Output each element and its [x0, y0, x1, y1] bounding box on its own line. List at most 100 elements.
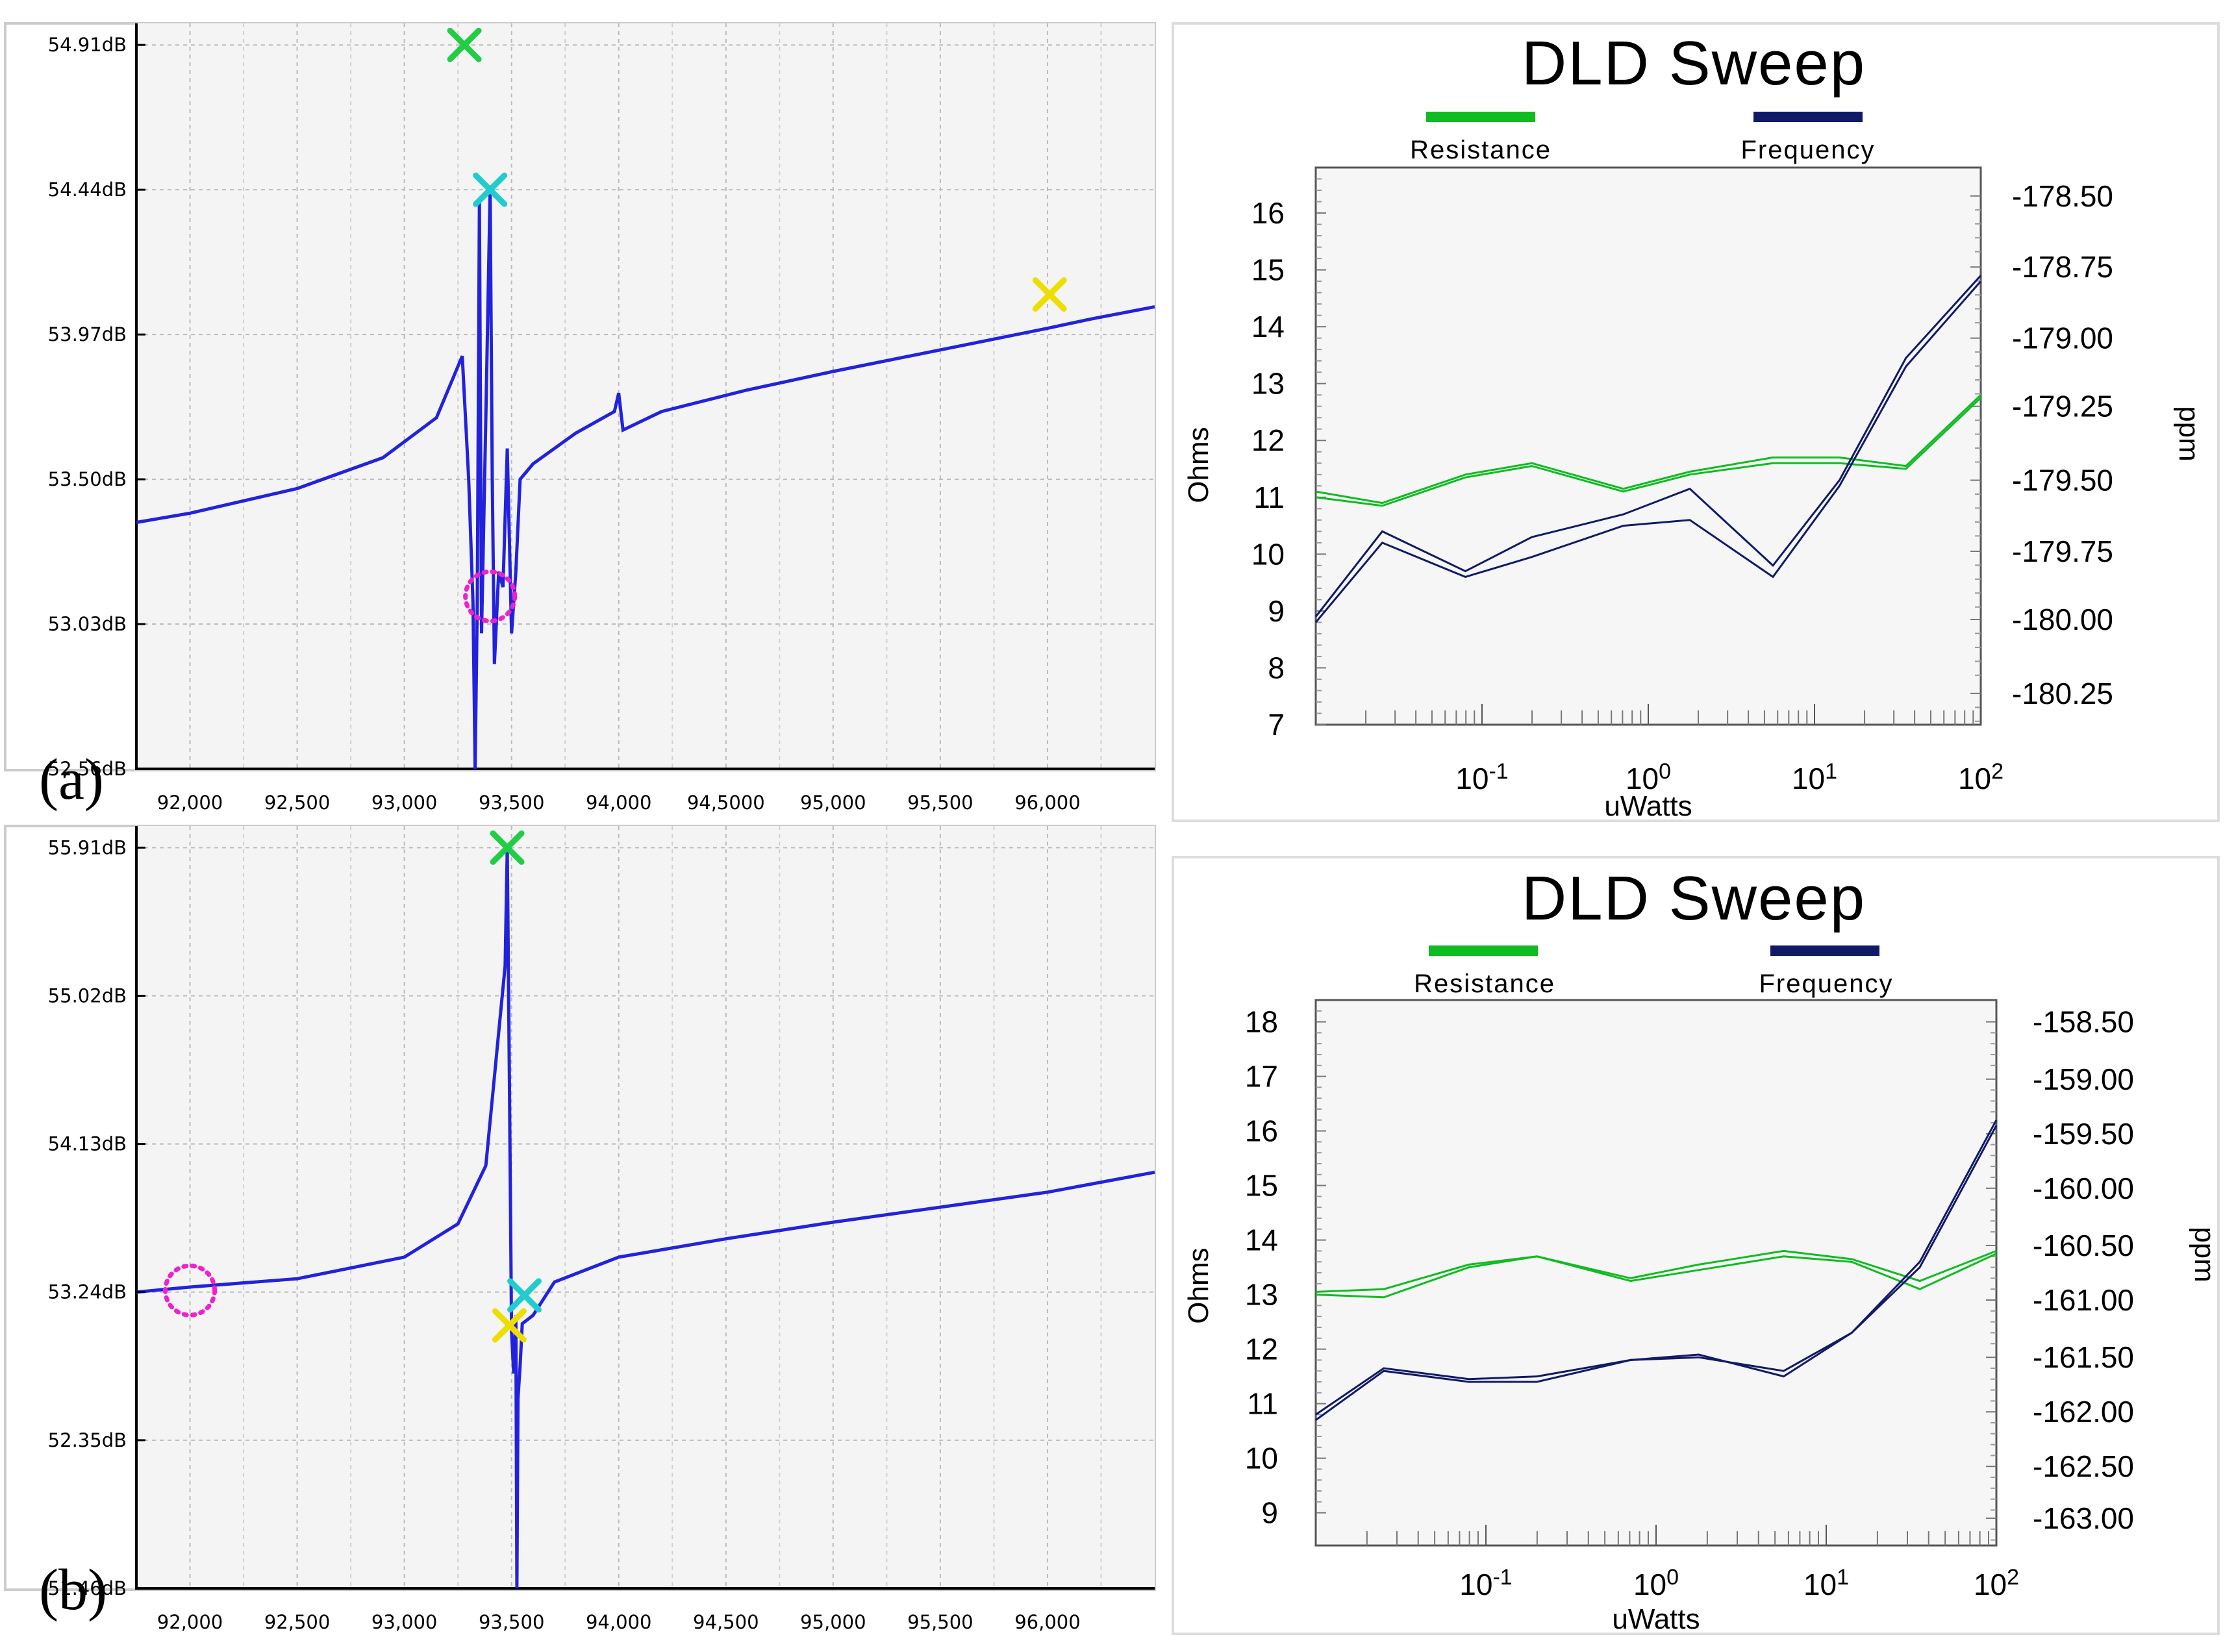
- x-tick-label: 10-1: [1459, 1565, 1512, 1601]
- x-tick-label: 95,500: [907, 792, 973, 814]
- series-line-frequency: [1315, 1120, 1998, 1416]
- y-tick-label: 52.56dB: [48, 758, 127, 780]
- y-tick-label: 54.91dB: [48, 34, 127, 56]
- dld-title-a: DLD Sweep: [1522, 29, 1866, 98]
- y-tick-label: 53.03dB: [48, 613, 127, 635]
- dld-ylabel-right-b: ppm: [2189, 1227, 2220, 1283]
- x-tick-label: 95,000: [800, 1611, 866, 1633]
- right-tick-label: -162.50: [2033, 1449, 2134, 1483]
- dld-title-b: DLD Sweep: [1522, 864, 1866, 933]
- spectrum-markers-a: [447, 27, 1067, 623]
- left-tick-label: 16: [1251, 196, 1285, 230]
- left-tick-label: 15: [1245, 1169, 1278, 1203]
- x-tick-label: 94,5000: [687, 792, 765, 814]
- spectrum-grid-b: [136, 826, 1155, 1589]
- marker-x: [1032, 277, 1067, 312]
- right-tick-label: -180.00: [2012, 603, 2113, 636]
- y-tick-label: 53.50dB: [48, 468, 127, 490]
- x-tick-label: 95,500: [907, 1611, 973, 1633]
- x-tick-label: 93,000: [371, 1611, 437, 1633]
- x-tick-label: 95,000: [800, 792, 866, 814]
- panel-label-b: (b): [39, 1558, 107, 1622]
- series-line-resistance: [1315, 1249, 1997, 1293]
- x-tick-label: 102: [1974, 1565, 2019, 1601]
- dld-plot-area-a: [1314, 166, 1982, 726]
- x-tick-exponent: -1: [1489, 759, 1508, 784]
- dld-axis-ticks-a: 16151413121110987-178.50-178.75-179.00-1…: [1251, 178, 2113, 795]
- spectrum-markers-b: [163, 830, 542, 1343]
- spectrum-plot-area-b: [136, 826, 1155, 1590]
- left-tick-label: 13: [1251, 367, 1285, 401]
- left-tick-label: 16: [1245, 1114, 1278, 1148]
- x-tick-exponent: 0: [1666, 1565, 1679, 1590]
- series-line-resistance: [1315, 397, 1982, 507]
- x-tick-label: 93,500: [479, 1611, 544, 1633]
- left-tick-label: 12: [1245, 1333, 1278, 1366]
- dld-series-b: [1315, 1120, 1998, 1421]
- right-tick-label: -158.50: [2033, 1005, 2134, 1039]
- marker-stroke: [447, 27, 482, 62]
- x-tick-label: 10-1: [1455, 759, 1508, 795]
- spectrum-chart-a: 54.91dB 54.44dB 53.97dB 53.50dB 53.03dB 52.56…: [4, 22, 1156, 814]
- right-tick-label: -179.25: [2012, 390, 2113, 423]
- right-tick-label: -160.00: [2033, 1171, 2134, 1205]
- x-tick-label: 102: [1958, 759, 2004, 795]
- left-tick-label: 9: [1268, 594, 1285, 628]
- x-tick-base: 10: [1459, 1568, 1492, 1601]
- series-line-resistance: [1315, 394, 1982, 505]
- x-tick-label: 92,500: [264, 1611, 330, 1633]
- x-tick-label: 96,000: [1014, 792, 1080, 814]
- left-tick-label: 11: [1253, 481, 1285, 514]
- y-tick-label: 54.13dB: [48, 1133, 127, 1155]
- legend-swatch-frequency-a: [1753, 112, 1863, 122]
- x-tick-label: 94,000: [586, 792, 651, 814]
- y-tick-label: 55.91dB: [48, 836, 127, 858]
- x-tick-label: 101: [1803, 1565, 1849, 1601]
- left-tick-label: 12: [1251, 423, 1285, 457]
- x-tick-label: 100: [1633, 1565, 1679, 1601]
- marker-x: [490, 830, 525, 865]
- x-tick-label: 100: [1626, 759, 1671, 795]
- spectrum-x-ticks-a: 92,000 92,500 93,000 93,500 94,000 94,5000 95,…: [157, 792, 1081, 814]
- spectrum-trace-a: [136, 190, 1155, 770]
- legend-swatch-resistance-a: [1426, 112, 1535, 122]
- x-tick-label: 93,000: [371, 792, 437, 814]
- right-tick-label: -179.75: [2012, 534, 2113, 568]
- y-tick-label: 51.46dB: [48, 1577, 127, 1599]
- marker-circle: [163, 1263, 218, 1318]
- right-tick-label: -160.50: [2033, 1229, 2134, 1262]
- y-tick-label: 52.35dB: [48, 1429, 127, 1451]
- left-tick-label: 14: [1251, 310, 1285, 344]
- left-tick-label: 10: [1245, 1442, 1278, 1475]
- x-tick-label: 94,000: [586, 1611, 651, 1633]
- x-tick-label: 92,500: [264, 792, 330, 814]
- y-tick-label: 55.02dB: [48, 984, 127, 1007]
- right-tick-label: -180.25: [2012, 677, 2113, 710]
- marker-x: [507, 1278, 542, 1313]
- x-tick-exponent: 1: [1837, 1565, 1849, 1590]
- x-tick-base: 10: [1974, 1568, 2007, 1601]
- left-tick-label: 13: [1245, 1278, 1278, 1312]
- x-tick-label: 92,000: [157, 792, 223, 814]
- marker-stroke: [492, 1308, 527, 1343]
- right-tick-label: -159.00: [2033, 1062, 2134, 1096]
- dld-sweep-chart-b: DLD Sweep Resistance Frequency 18 17 16 15 1…: [1172, 856, 2220, 1635]
- legend-label-resistance-b: Resistance: [1414, 970, 1555, 998]
- legend-label-frequency-b: Frequency: [1759, 970, 1894, 998]
- x-tick-exponent: 2: [1991, 759, 2004, 784]
- right-tick-label: -161.50: [2033, 1340, 2134, 1374]
- legend-label-resistance-a: Resistance: [1410, 136, 1551, 164]
- dld-series-a: [1314, 275, 1982, 623]
- marker-x: [473, 172, 508, 207]
- left-tick-label: 14: [1245, 1223, 1278, 1257]
- marker-x: [492, 1308, 527, 1343]
- x-tick-exponent: 2: [2007, 1565, 2019, 1590]
- x-tick-base: 10: [1455, 762, 1489, 795]
- dld-xlabel-b: uWatts: [1612, 1603, 1700, 1635]
- dld-ylabel-right-a: ppm: [2173, 406, 2205, 462]
- spectrum-plot-area-a: [136, 23, 1155, 770]
- dld-axis-ticks-b: 1817161514131211109-158.50-159.00-159.50…: [1245, 1005, 2134, 1601]
- x-tick-label: 93,500: [479, 792, 544, 814]
- left-tick-label: 17: [1245, 1060, 1278, 1094]
